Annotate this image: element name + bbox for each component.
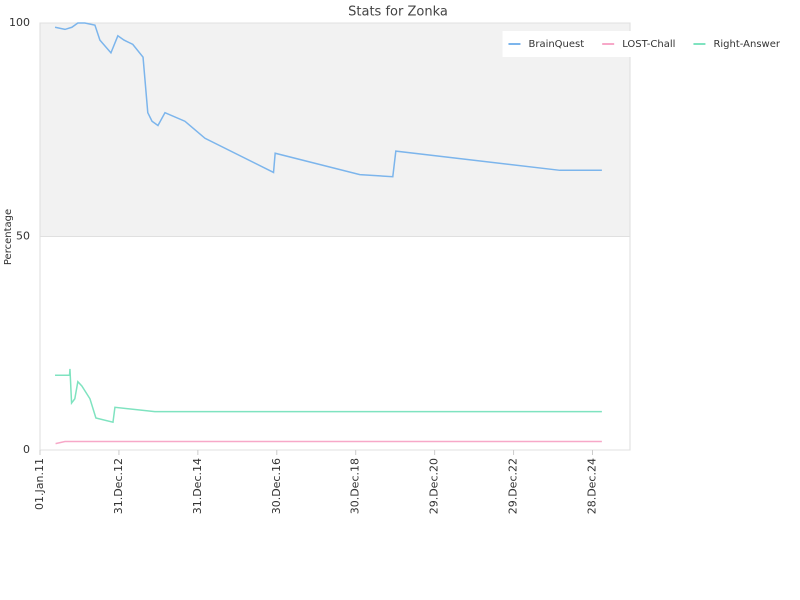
x-tick-label: 31.Dec.12: [112, 458, 125, 514]
x-tick-label: 28.Dec.24: [585, 458, 598, 514]
y-tick-label: 50: [16, 230, 30, 243]
x-tick-label: 01.Jan.11: [33, 458, 46, 510]
chart-title: Stats for Zonka: [348, 5, 448, 20]
y-axis-label: Percentage: [3, 209, 14, 265]
legend-label: BrainQuest: [528, 39, 584, 50]
y-tick-label: 100: [9, 16, 30, 29]
x-tick-label: 30.Dec.18: [349, 458, 362, 514]
x-tick-label: 30.Dec.16: [270, 458, 283, 514]
y-tick-label: 0: [23, 443, 30, 456]
plot-band: [40, 23, 630, 237]
x-tick-label: 29.Dec.22: [507, 458, 520, 514]
series-line: [54, 22, 602, 178]
legend-label: Right-Answer: [713, 39, 780, 50]
series-line: [55, 440, 602, 445]
x-tick-label: 29.Dec.20: [428, 458, 441, 514]
legend: BrainQuest LOST-Chall Right-Answer: [502, 31, 786, 57]
series-line: [55, 368, 602, 424]
x-tick-label: 31.Dec.14: [191, 458, 204, 514]
legend-background: [502, 31, 786, 57]
legend-label: LOST-Chall: [622, 39, 675, 50]
